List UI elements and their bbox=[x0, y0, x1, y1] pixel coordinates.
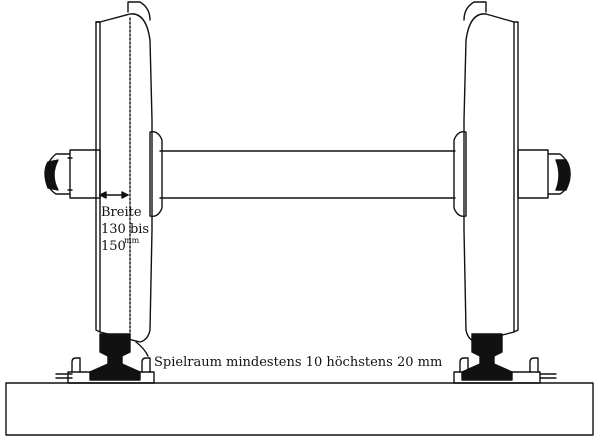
left-hub bbox=[149, 130, 163, 218]
width-label-line3: 150 bbox=[101, 239, 126, 254]
axle bbox=[159, 150, 456, 199]
clearance-leader bbox=[135, 341, 149, 357]
left-wheel bbox=[95, 1, 153, 343]
width-dimension-arrow bbox=[99, 191, 129, 199]
width-label-line1: Breite bbox=[101, 205, 142, 220]
width-label-unit: mm bbox=[124, 236, 140, 245]
track-bed bbox=[5, 382, 594, 436]
left-journal-end-cap bbox=[44, 159, 59, 191]
right-wheel bbox=[463, 1, 519, 343]
left-rail bbox=[55, 333, 155, 384]
right-rail bbox=[453, 333, 557, 384]
right-journal-end-cap bbox=[555, 159, 571, 191]
clearance-label: Spielraum mindestens 10 höchstens 20 mm bbox=[154, 355, 442, 370]
width-label-line2: 130 bis bbox=[101, 222, 149, 237]
right-hub bbox=[453, 130, 467, 218]
